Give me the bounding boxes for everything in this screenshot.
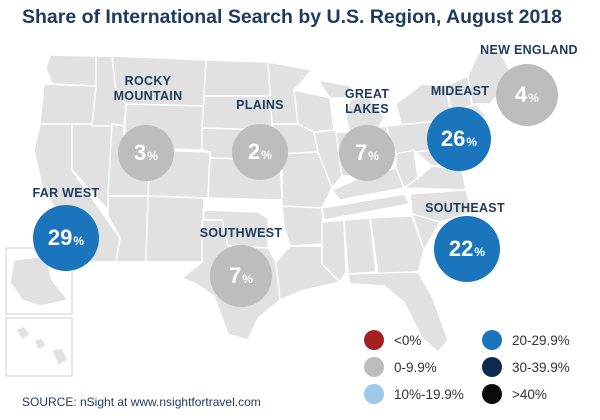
region-value: 22 bbox=[448, 236, 474, 261]
region-label-line: SOUTHEAST bbox=[425, 201, 505, 215]
bubble-great-lakes: 7% bbox=[339, 125, 395, 181]
region-unit: % bbox=[466, 135, 478, 149]
bubble-plains: 2% bbox=[232, 124, 288, 180]
legend-swatch bbox=[482, 357, 502, 377]
region-unit: % bbox=[261, 148, 272, 162]
region-value: 7 bbox=[355, 140, 368, 165]
region-label-new-england: NEW ENGLAND bbox=[474, 43, 584, 58]
region-label-southwest: SOUTHWEST bbox=[196, 226, 286, 241]
region-value: 3 bbox=[134, 140, 147, 165]
region-unit: % bbox=[242, 272, 253, 286]
state-alabama bbox=[343, 217, 377, 275]
state-arkansas bbox=[281, 205, 325, 247]
bubble-southeast: 22% bbox=[434, 216, 500, 282]
region-label-line: ROCKY bbox=[124, 74, 172, 88]
legend-label: 10%-19.9% bbox=[394, 386, 464, 402]
state-washington bbox=[45, 54, 99, 87]
region-label-line: MOUNTAIN bbox=[113, 89, 183, 103]
region-label-great-lakes: GREAT LAKES bbox=[332, 87, 402, 117]
region-value: 29 bbox=[47, 225, 73, 250]
region-label-line: GREAT bbox=[344, 87, 390, 101]
region-label-line: NEW ENGLAND bbox=[480, 43, 578, 57]
region-label-southeast: SOUTHEAST bbox=[420, 201, 510, 216]
region-label-mideast: MIDEAST bbox=[420, 84, 500, 99]
legend-swatch bbox=[482, 384, 502, 404]
bubble-southwest: 7% bbox=[210, 245, 272, 307]
legend-label: 0-9.9% bbox=[394, 359, 437, 375]
state-wisconsin bbox=[293, 89, 335, 133]
region-unit: % bbox=[528, 91, 539, 105]
region-unit: % bbox=[368, 149, 379, 163]
region-label-line: PLAINS bbox=[236, 98, 284, 112]
legend-item: >40% bbox=[482, 384, 547, 404]
legend-label: >40% bbox=[512, 386, 547, 402]
bubble-mideast: 26% bbox=[427, 107, 491, 171]
legend-label: 20-29.9% bbox=[512, 332, 570, 348]
region-unit: % bbox=[474, 245, 486, 259]
legend-item: 10%-19.9% bbox=[364, 384, 464, 404]
state-south-carolina bbox=[411, 213, 441, 251]
bubble-rocky-mountain: 3% bbox=[118, 125, 174, 181]
state-hawaii bbox=[15, 325, 69, 367]
region-label-far-west: FAR WEST bbox=[26, 186, 106, 201]
state-florida bbox=[347, 271, 449, 353]
legend-label: <0% bbox=[394, 332, 422, 348]
region-value: 2 bbox=[248, 139, 261, 164]
legend-swatch bbox=[364, 330, 384, 350]
legend-swatch bbox=[482, 330, 502, 350]
region-label-rocky-mountain: ROCKY MOUNTAIN bbox=[110, 74, 186, 104]
state-tennessee bbox=[321, 193, 411, 221]
region-value: 7 bbox=[229, 263, 242, 288]
legend-swatch bbox=[364, 357, 384, 377]
legend-item: <0% bbox=[364, 330, 421, 350]
region-label-line: MIDEAST bbox=[430, 84, 490, 98]
region-label-line: FAR WEST bbox=[32, 186, 100, 200]
region-value: 26 bbox=[440, 126, 466, 151]
region-label-line: SOUTHWEST bbox=[199, 226, 283, 240]
state-north-dakota bbox=[203, 59, 273, 97]
state-illinois bbox=[313, 129, 343, 189]
legend-label: 30-39.9% bbox=[512, 359, 570, 375]
legend-swatch bbox=[364, 384, 384, 404]
state-georgia bbox=[369, 215, 425, 275]
hawaii-inset-frame bbox=[5, 317, 73, 377]
state-oregon bbox=[39, 83, 97, 127]
chart-title: Share of International Search by U.S. Re… bbox=[22, 6, 562, 28]
legend-item: 20-29.9% bbox=[482, 330, 570, 350]
legend-item: 0-9.9% bbox=[364, 357, 437, 377]
state-mississippi bbox=[321, 219, 347, 283]
bubble-far-west: 29% bbox=[33, 205, 99, 271]
bubble-new-england: 4% bbox=[496, 64, 558, 126]
region-unit: % bbox=[73, 234, 85, 248]
region-value: 4 bbox=[515, 82, 528, 107]
region-label-line: LAKES bbox=[345, 102, 389, 116]
legend-item: 30-39.9% bbox=[482, 357, 570, 377]
region-unit: % bbox=[147, 149, 158, 163]
source-note: SOURCE: nSight at www.nsightfortravel.co… bbox=[22, 395, 261, 409]
region-label-plains: PLAINS bbox=[225, 98, 295, 113]
